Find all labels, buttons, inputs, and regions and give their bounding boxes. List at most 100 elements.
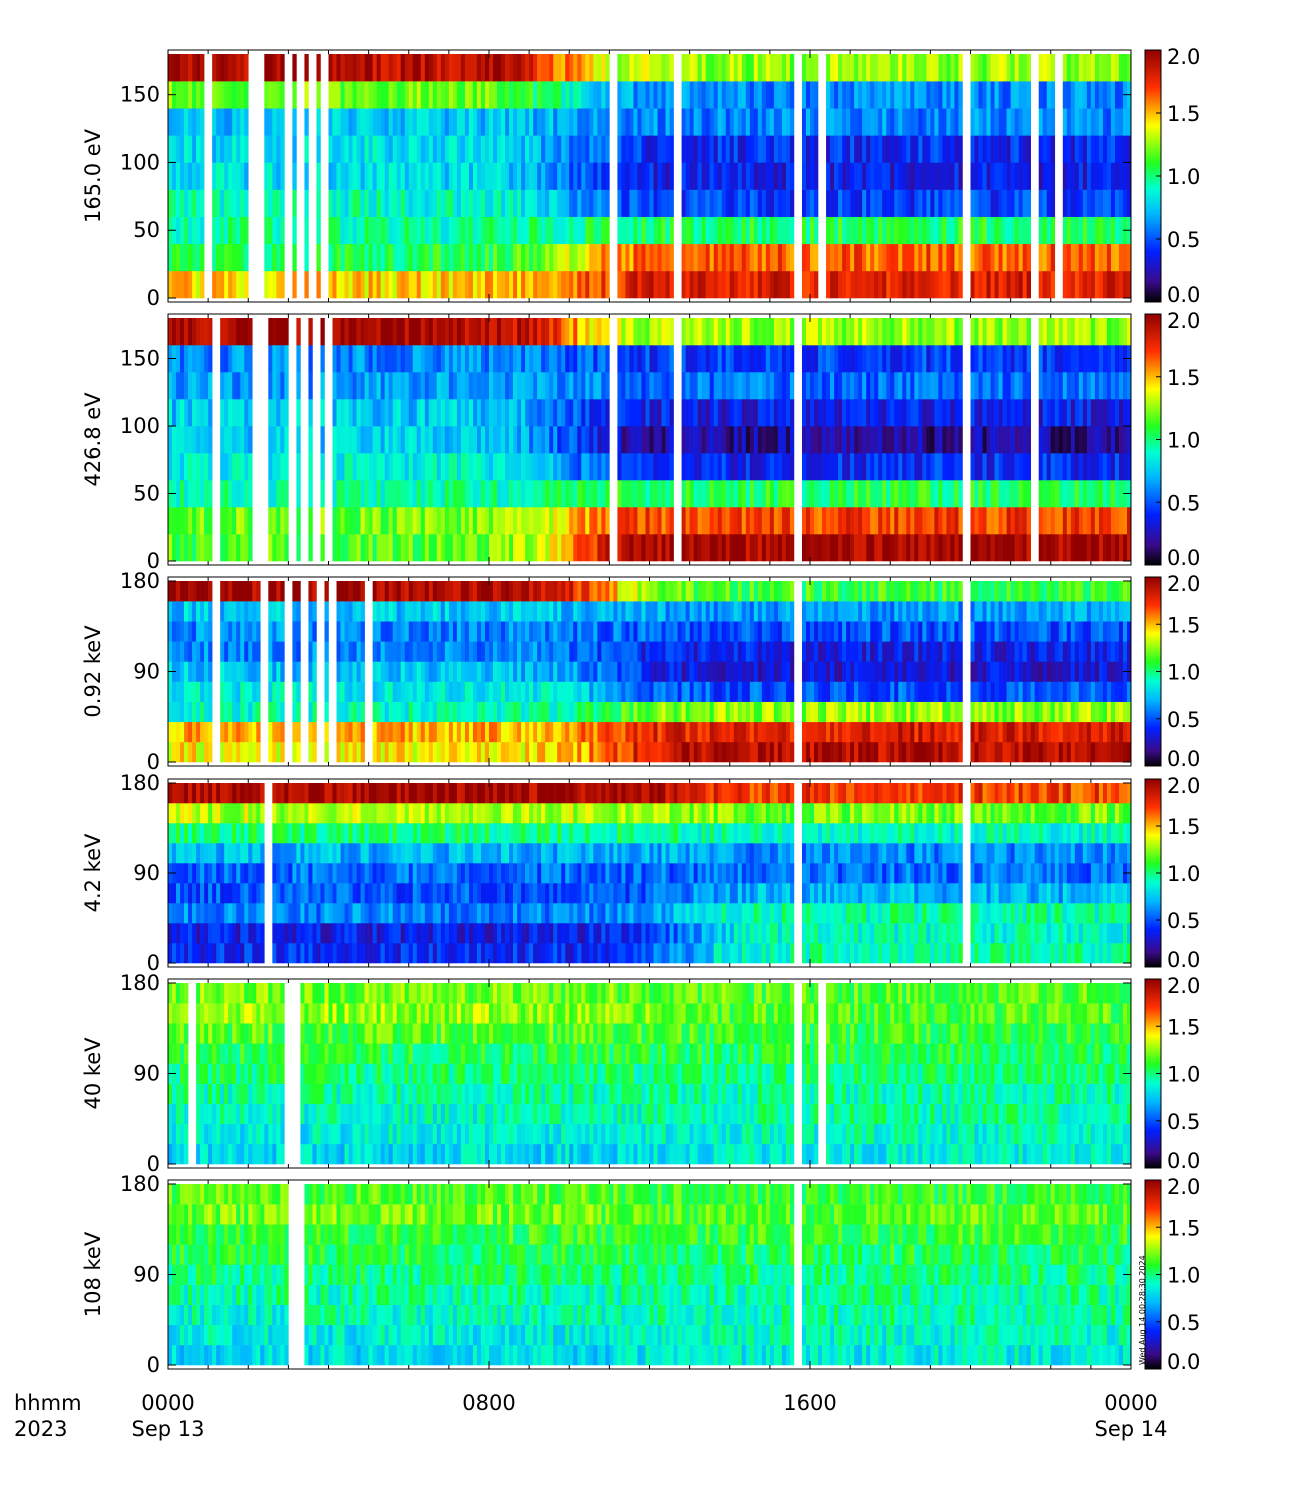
heatmap-cell <box>296 601 301 622</box>
heatmap-cell <box>513 243 518 272</box>
heatmap-cell <box>1094 345 1100 373</box>
heatmap-cell <box>196 135 201 163</box>
heatmap-cell <box>801 108 807 136</box>
heatmap-cell <box>753 318 759 346</box>
heatmap-cell <box>340 162 345 190</box>
heatmap-cell <box>188 681 193 702</box>
heatmap-cell <box>176 108 181 136</box>
heatmap-cell <box>657 54 662 82</box>
heatmap-cell <box>505 601 510 622</box>
heatmap-cell <box>525 189 530 217</box>
heatmap-cell <box>998 372 1003 400</box>
heatmap-cell <box>709 318 714 346</box>
heatmap-cell <box>1026 81 1031 109</box>
heatmap-cell <box>480 601 486 622</box>
heatmap-cell <box>934 108 939 136</box>
heatmap-cell <box>593 721 598 743</box>
heatmap-cell <box>585 701 590 723</box>
heatmap-cell <box>834 162 839 190</box>
heatmap-cell <box>1026 135 1031 163</box>
heatmap-cell <box>280 601 285 622</box>
heatmap-cell <box>412 399 418 427</box>
heatmap-cell <box>633 345 638 373</box>
heatmap-cell <box>360 621 365 642</box>
heatmap-cell <box>484 345 490 373</box>
heatmap-cell <box>489 345 494 373</box>
heatmap-cell <box>721 345 727 373</box>
heatmap-cell <box>513 661 518 682</box>
heatmap-cell <box>745 108 751 136</box>
heatmap-cell <box>629 480 634 508</box>
heatmap-cell <box>408 216 414 245</box>
heatmap-cell <box>1014 507 1019 535</box>
heatmap-cell <box>1046 270 1052 299</box>
heatmap-cell <box>432 372 438 400</box>
heatmap-cell <box>172 741 177 763</box>
heatmap-cell <box>412 601 418 622</box>
heatmap-cell <box>581 741 586 763</box>
heatmap-cell <box>565 507 570 535</box>
heatmap-cell <box>757 372 763 400</box>
heatmap-cell <box>428 189 434 217</box>
heatmap-cell <box>765 480 771 508</box>
heatmap-cell <box>525 108 530 136</box>
heatmap-cell <box>617 243 622 272</box>
heatmap-cell <box>384 162 389 190</box>
heatmap-cell <box>870 135 875 163</box>
heatmap-cell <box>168 721 173 743</box>
heatmap-cell <box>761 453 767 481</box>
heatmap-cell <box>484 318 490 346</box>
heatmap-cell <box>184 581 189 602</box>
heatmap-cell <box>1114 480 1120 508</box>
heatmap-cell <box>661 372 666 400</box>
heatmap-cell <box>553 621 558 642</box>
heatmap-cell <box>657 318 662 346</box>
heatmap-cell <box>468 681 474 702</box>
heatmap-cell <box>1098 81 1104 109</box>
heatmap-cell <box>725 318 731 346</box>
heatmap-cell <box>312 601 317 622</box>
heatmap-cell <box>986 189 991 217</box>
heatmap-cell <box>533 345 538 373</box>
heatmap-cell <box>753 135 759 163</box>
heatmap-cell <box>1086 480 1092 508</box>
heatmap-cell <box>284 480 289 508</box>
heatmap-cell <box>448 453 454 481</box>
heatmap-cell <box>557 243 562 272</box>
heatmap-cell <box>400 507 406 535</box>
heatmap-cell <box>781 480 787 508</box>
colorbar-tick-label: 0.5 <box>1167 491 1200 515</box>
heatmap-cell <box>521 741 526 763</box>
heatmap-cell <box>372 453 377 481</box>
heatmap-cell <box>236 399 241 427</box>
heatmap-cell <box>464 701 470 723</box>
heatmap-cell <box>476 661 482 682</box>
heatmap-cell <box>898 162 903 190</box>
heatmap-cell <box>505 270 510 299</box>
heatmap-cell <box>1122 189 1128 217</box>
heatmap-cell <box>601 318 606 346</box>
heatmap-cell <box>312 641 317 662</box>
heatmap-cell <box>364 507 369 535</box>
heatmap-cell <box>878 270 883 299</box>
heatmap-cell <box>910 426 915 454</box>
heatmap-cell <box>1066 108 1072 136</box>
heatmap-cell <box>220 641 225 662</box>
heatmap-cell <box>412 81 418 109</box>
heatmap-cell <box>737 135 743 163</box>
heatmap-cell <box>232 162 237 190</box>
heatmap-cell <box>464 162 470 190</box>
heatmap-cell <box>376 162 381 190</box>
heatmap-cell <box>561 581 566 602</box>
heatmap-cell <box>661 661 666 682</box>
heatmap-cell <box>565 453 570 481</box>
heatmap-cell <box>641 135 646 163</box>
heatmap-cell <box>484 216 490 245</box>
heatmap-cell <box>412 54 418 82</box>
heatmap-cell <box>200 621 205 642</box>
heatmap-cell <box>489 601 494 622</box>
heatmap-cell <box>649 318 654 346</box>
heatmap-cell <box>436 661 442 682</box>
heatmap-cell <box>1094 108 1100 136</box>
